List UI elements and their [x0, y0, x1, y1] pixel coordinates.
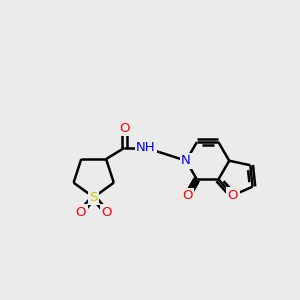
- Text: S: S: [89, 191, 98, 204]
- Text: O: O: [101, 206, 112, 219]
- Text: N: N: [181, 154, 191, 167]
- Text: O: O: [182, 189, 193, 202]
- Text: NH: NH: [136, 141, 156, 154]
- Text: O: O: [76, 206, 86, 219]
- Text: O: O: [228, 189, 238, 202]
- Text: O: O: [119, 122, 130, 134]
